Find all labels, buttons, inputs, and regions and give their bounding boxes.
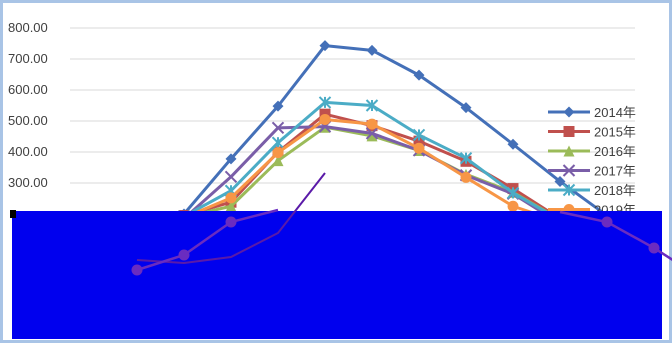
data-point [272, 147, 284, 159]
data-point [413, 142, 425, 154]
overlay-corner-mark [10, 210, 16, 218]
data-point [366, 44, 378, 56]
data-point [460, 171, 472, 183]
y-tick-label: 700.00 [8, 51, 48, 66]
y-tick-label: 600.00 [8, 82, 48, 97]
legend-item: 2014年 [548, 105, 636, 120]
data-point [366, 118, 378, 130]
data-point [271, 121, 285, 135]
legend-item: 2018年 [548, 183, 636, 198]
legend-label: 2014年 [594, 105, 636, 120]
legend-item: 2017年 [548, 164, 636, 179]
data-point [272, 155, 284, 167]
data-point [507, 138, 519, 150]
y-tick-label: 300.00 [8, 175, 48, 190]
data-point [365, 99, 379, 112]
overlay-block [12, 211, 662, 339]
data-point [271, 136, 285, 149]
gridlines [70, 27, 635, 184]
legend-label: 2016年 [594, 144, 636, 159]
overlay-traces [131, 172, 672, 276]
y-tick-label: 400.00 [8, 144, 48, 159]
legend-label: 2018年 [594, 183, 636, 198]
data-point [413, 135, 425, 147]
data-point [563, 106, 575, 118]
data-point [554, 175, 566, 187]
data-point [366, 130, 378, 142]
data-point [459, 151, 473, 165]
data-point [318, 96, 332, 109]
data-point [562, 164, 576, 177]
data-point [562, 183, 576, 197]
y-tick-label: 800.00 [8, 20, 48, 35]
data-point [225, 153, 237, 165]
data-point [412, 128, 426, 142]
data-point [563, 145, 575, 157]
overlay-line-right [559, 210, 672, 261]
data-point [507, 200, 519, 212]
data-point [506, 186, 520, 200]
data-point [319, 113, 331, 125]
data-point [413, 69, 425, 81]
legend-label: 2015年 [594, 125, 636, 140]
legend-label: 2017年 [594, 164, 636, 179]
legend-item: 2016年 [548, 144, 636, 159]
data-point [563, 126, 575, 137]
legend-item: 2015年 [548, 125, 636, 140]
data-point [319, 40, 331, 52]
data-point [272, 100, 284, 112]
overlay-trace-line [136, 172, 326, 265]
data-point [224, 170, 238, 184]
y-tick-label: 500.00 [8, 113, 48, 128]
data-point [225, 200, 237, 212]
data-point [225, 192, 237, 204]
overlay-line-left [136, 208, 279, 272]
data-point [460, 102, 472, 114]
data-point [365, 127, 379, 140]
